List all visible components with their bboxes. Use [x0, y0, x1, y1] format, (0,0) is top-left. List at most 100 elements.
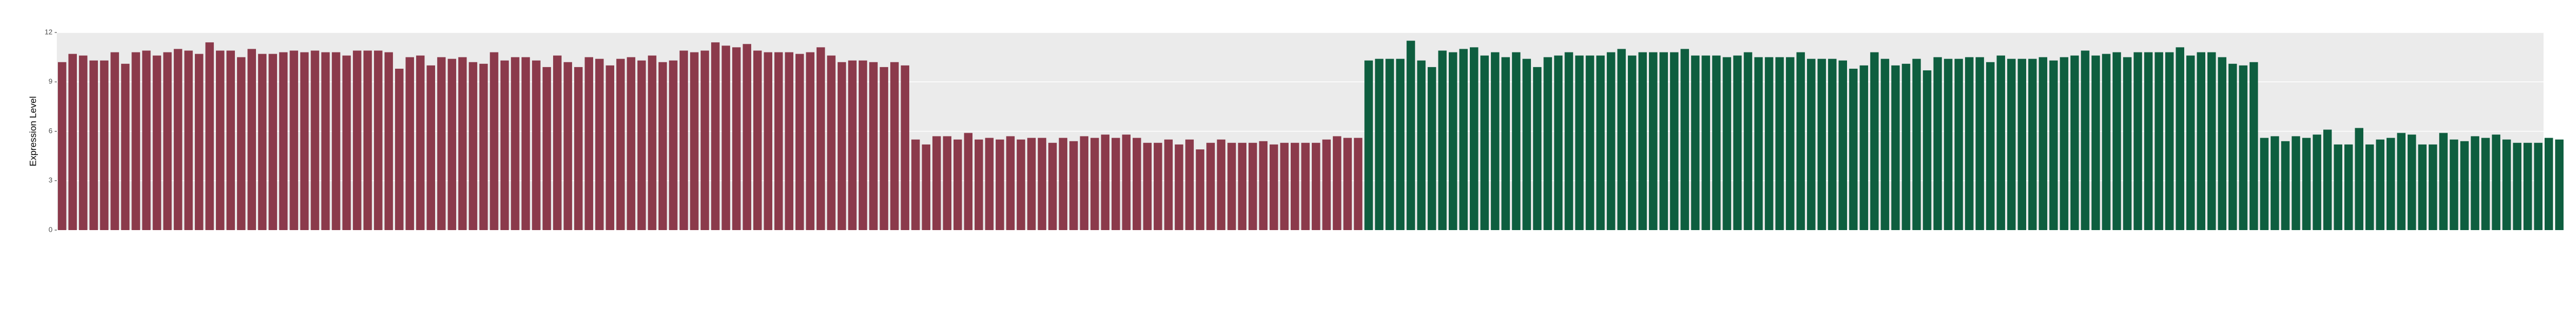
y-tick-label: 12: [45, 28, 52, 36]
bar: [1838, 60, 1848, 230]
bar: [1343, 138, 1352, 230]
bar: [1143, 142, 1152, 230]
bar: [1691, 55, 1700, 230]
bar: [1586, 55, 1594, 230]
bar: [1059, 138, 1068, 230]
bar: [479, 63, 488, 231]
bar: [448, 58, 456, 231]
bar: [2207, 52, 2216, 230]
bar: [2355, 128, 2364, 230]
bar: [2028, 58, 2037, 231]
bar: [1607, 52, 1615, 230]
bar: [532, 60, 541, 230]
y-tick-label: 0: [49, 225, 52, 233]
bar: [1733, 55, 1742, 230]
bar: [2481, 138, 2490, 230]
bar: [721, 45, 731, 230]
bar: [332, 52, 340, 230]
bar: [995, 139, 1004, 230]
bar: [901, 65, 910, 230]
bar: [1859, 65, 1868, 230]
bar: [2449, 139, 2459, 230]
bar: [2154, 52, 2164, 230]
bar: [2428, 144, 2437, 230]
bar: [1828, 58, 1837, 231]
bar: [2502, 139, 2511, 230]
bar: [2323, 129, 2332, 230]
bar: [1164, 139, 1173, 230]
bar: [2176, 47, 2185, 230]
bar: [922, 144, 931, 230]
bar: [1407, 41, 1415, 230]
bar: [2439, 133, 2448, 230]
bar: [2249, 62, 2258, 230]
bar: [132, 52, 140, 230]
bar: [1870, 52, 1879, 230]
bar: [1522, 58, 1531, 231]
bar: [2070, 55, 2079, 230]
bar: [1596, 55, 1605, 230]
bar: [2197, 52, 2206, 230]
bar: [1712, 55, 1721, 230]
bar: [258, 54, 267, 231]
bar: [932, 136, 941, 230]
bar: [1659, 52, 1668, 230]
bar: [1670, 52, 1679, 230]
bar: [1923, 70, 1931, 231]
bar: [1396, 58, 1405, 231]
bar: [247, 49, 256, 231]
bar: [2407, 134, 2416, 230]
bar: [2555, 139, 2564, 230]
bar: [848, 60, 857, 230]
bar: [2270, 136, 2279, 230]
bar: [1016, 139, 1026, 230]
bar: [174, 49, 182, 231]
bar: [2544, 138, 2553, 230]
bar: [2228, 63, 2237, 231]
bar: [416, 55, 425, 230]
bar: [1174, 144, 1184, 230]
bar: [764, 52, 773, 230]
bar: [1449, 52, 1457, 230]
bar: [1122, 134, 1131, 230]
bar: [1438, 50, 1447, 230]
bar: [1428, 67, 1436, 230]
bar: [458, 57, 467, 230]
bar: [2102, 54, 2111, 231]
bar: [2186, 55, 2195, 230]
bar: [205, 42, 214, 230]
bar: [2376, 139, 2384, 230]
bar: [353, 50, 362, 230]
bar: [637, 60, 646, 230]
bar: [690, 52, 699, 230]
bar: [1543, 57, 1552, 230]
bar: [1111, 138, 1120, 230]
bar: [1881, 58, 1889, 231]
bar: [1565, 52, 1573, 230]
bar: [226, 50, 235, 230]
bar: [110, 52, 119, 230]
bar: [153, 55, 161, 230]
bar: [1459, 49, 1468, 231]
bar: [2312, 134, 2322, 230]
bar: [268, 54, 277, 231]
bar: [321, 52, 330, 230]
bar: [1775, 57, 1784, 230]
bar: [2397, 133, 2406, 230]
bar: [1617, 49, 1626, 231]
bar: [1944, 58, 1953, 231]
bar: [1701, 55, 1710, 230]
bar: [1975, 57, 1984, 230]
bar: [953, 139, 962, 230]
bar: [700, 50, 709, 230]
bar: [1217, 139, 1226, 230]
bar: [1227, 142, 1236, 230]
bar: [2260, 138, 2269, 230]
bar: [1965, 57, 1974, 230]
bar: [1638, 52, 1647, 230]
bar: [2039, 57, 2047, 230]
bar: [542, 67, 551, 230]
bar: [1332, 136, 1342, 230]
bar: [2165, 52, 2174, 230]
